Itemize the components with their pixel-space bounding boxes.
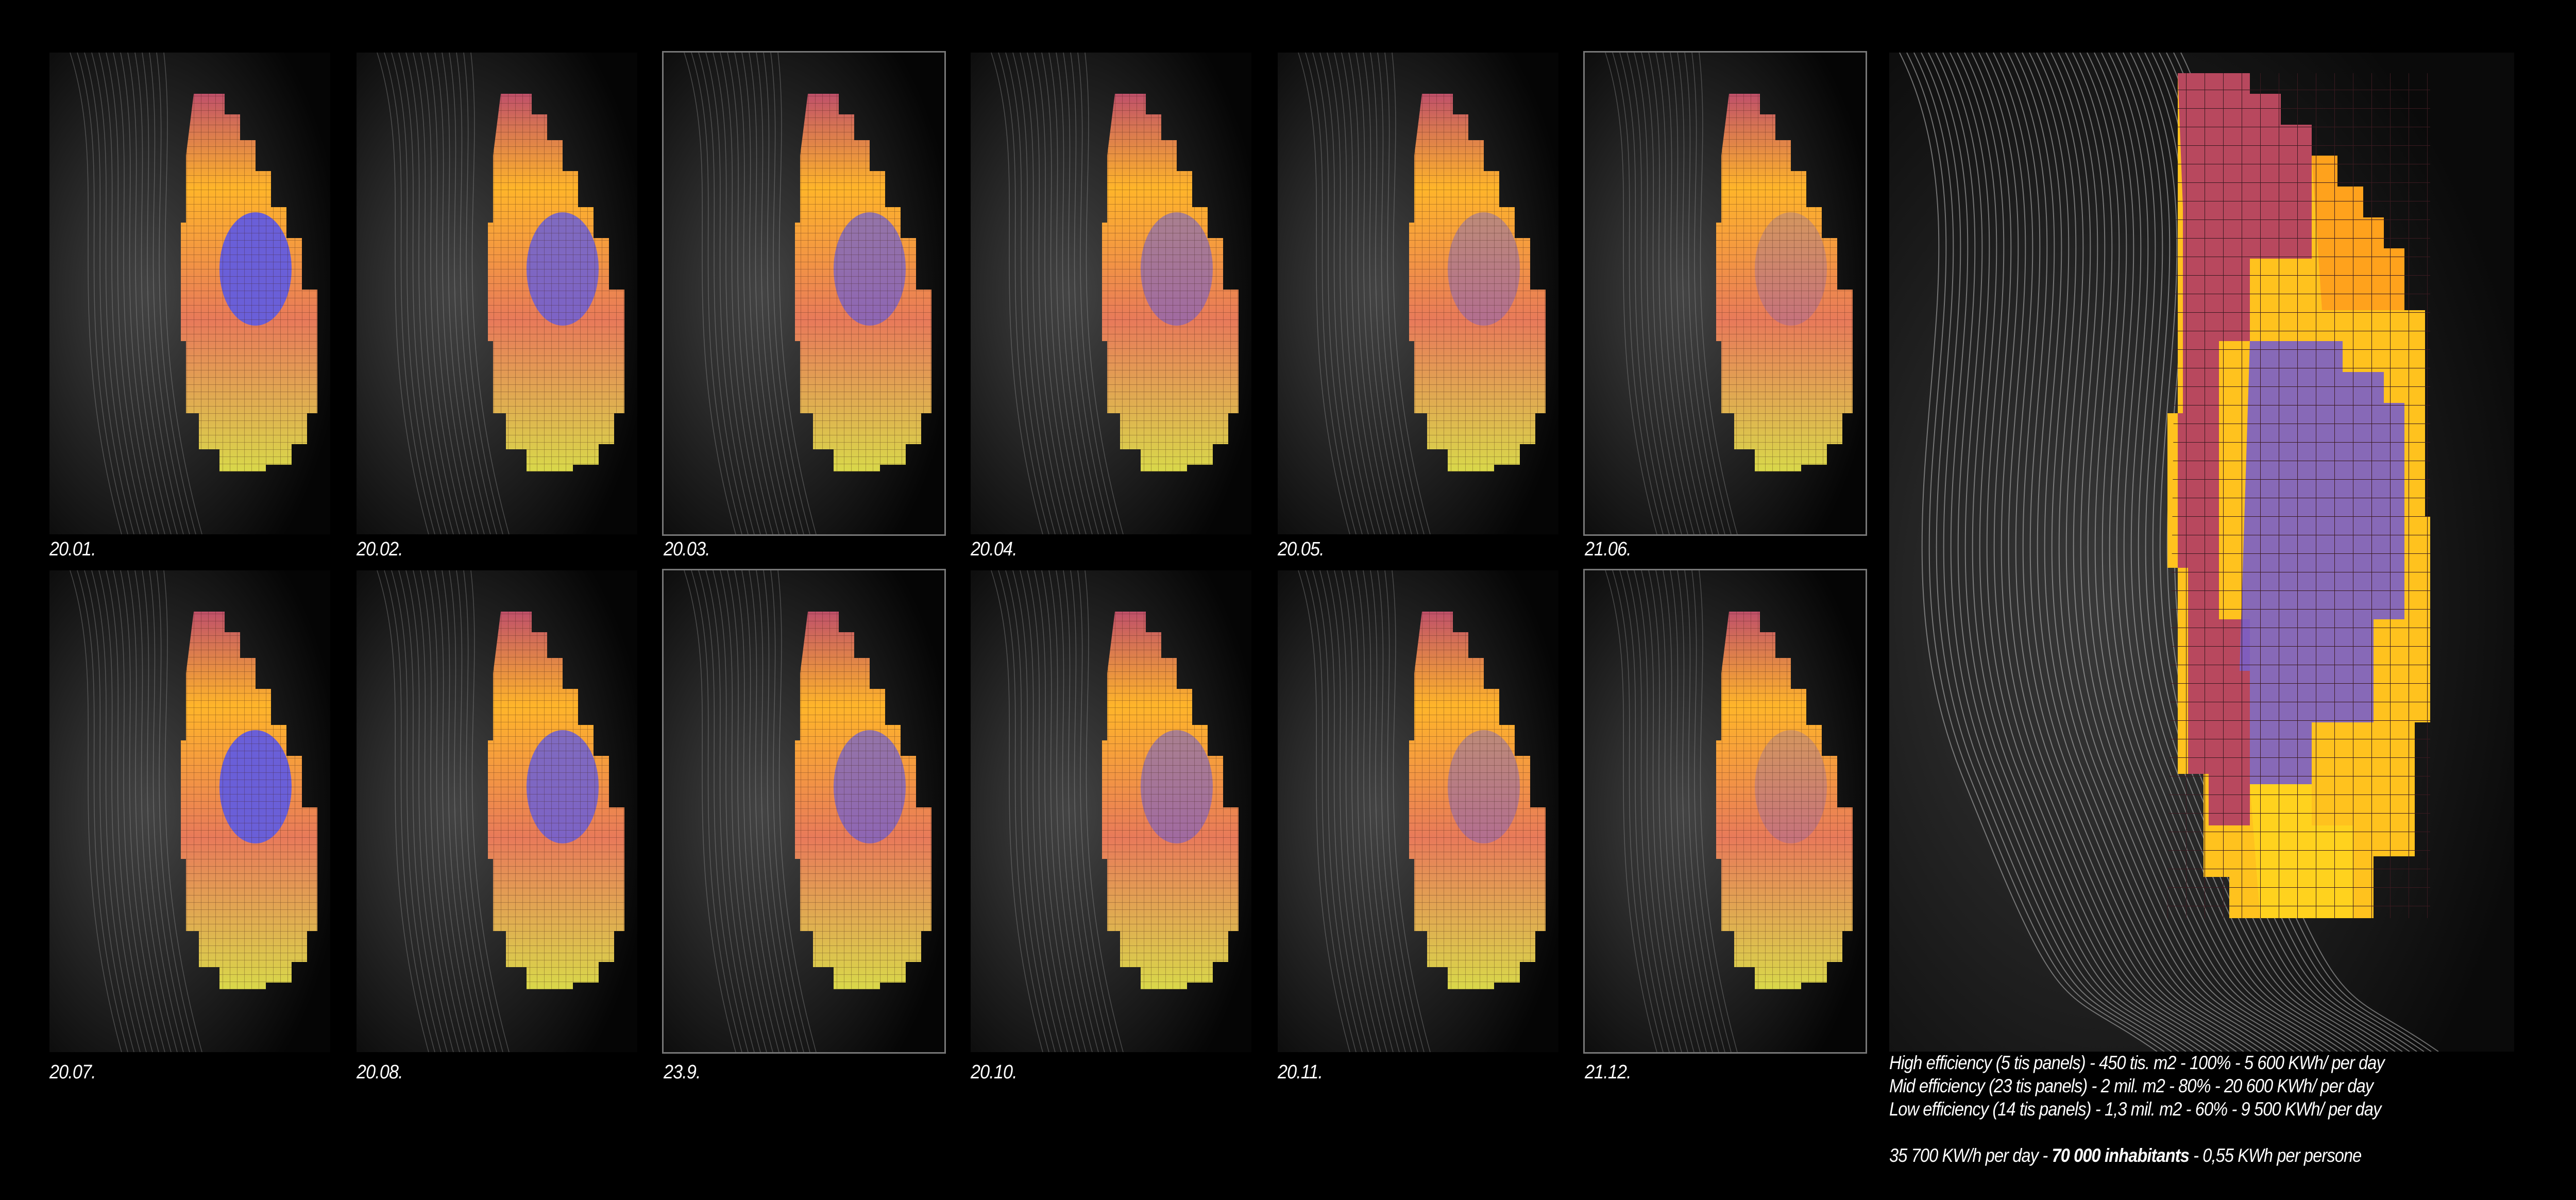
panel-date-label: 20.02. — [357, 538, 403, 560]
panel-date-label: 20.11. — [1278, 1061, 1323, 1083]
summary-energy: 35 700 KW/h per day - — [1889, 1145, 2052, 1166]
panel-date-label: 20.04. — [971, 538, 1018, 560]
solar-map-panel — [971, 53, 1251, 534]
panel-date-label: 20.10. — [971, 1061, 1018, 1083]
panel-date-label: 20.01. — [49, 538, 96, 560]
panel-date-label: 20.03. — [664, 538, 710, 560]
solar-map-panel — [662, 569, 946, 1054]
solar-map-panel — [1583, 569, 1867, 1054]
legend-line-low: Low efficiency (14 tis panels) - 1,3 mil… — [1889, 1098, 2381, 1120]
solar-map-panel — [357, 570, 637, 1052]
summary-per-person: - 0,55 KWh per persone — [2189, 1145, 2362, 1166]
summary-inhabitants: 70 000 inhabitants — [2052, 1145, 2189, 1166]
solar-map-panel — [662, 51, 946, 536]
panel-date-label: 20.07. — [49, 1061, 96, 1083]
solar-map-panel — [1583, 51, 1867, 536]
panel-date-label: 21.12. — [1585, 1061, 1632, 1083]
solar-map-panel — [49, 53, 330, 534]
solar-map-panel — [49, 570, 330, 1052]
legend-summary: 35 700 KW/h per day - 70 000 inhabitants… — [1889, 1144, 2384, 1167]
panel-date-label: 23.9. — [664, 1061, 701, 1083]
solar-map-panel — [971, 570, 1251, 1052]
legend-line-high: High efficiency (5 tis panels) - 450 tis… — [1889, 1052, 2385, 1073]
solar-efficiency-map-large — [1889, 53, 2514, 1052]
panel-date-label: 20.05. — [1278, 538, 1325, 560]
legend-line-mid: Mid efficiency (23 tis panels) - 2 mil. … — [1889, 1075, 2374, 1096]
panel-date-label: 20.08. — [357, 1061, 403, 1083]
solar-map-panel — [1278, 570, 1558, 1052]
panel-date-label: 21.06. — [1585, 538, 1632, 560]
solar-map-panel — [357, 53, 637, 534]
efficiency-legend: High efficiency (5 tis panels) - 450 tis… — [1889, 1051, 2385, 1167]
solar-map-panel — [1278, 53, 1558, 534]
